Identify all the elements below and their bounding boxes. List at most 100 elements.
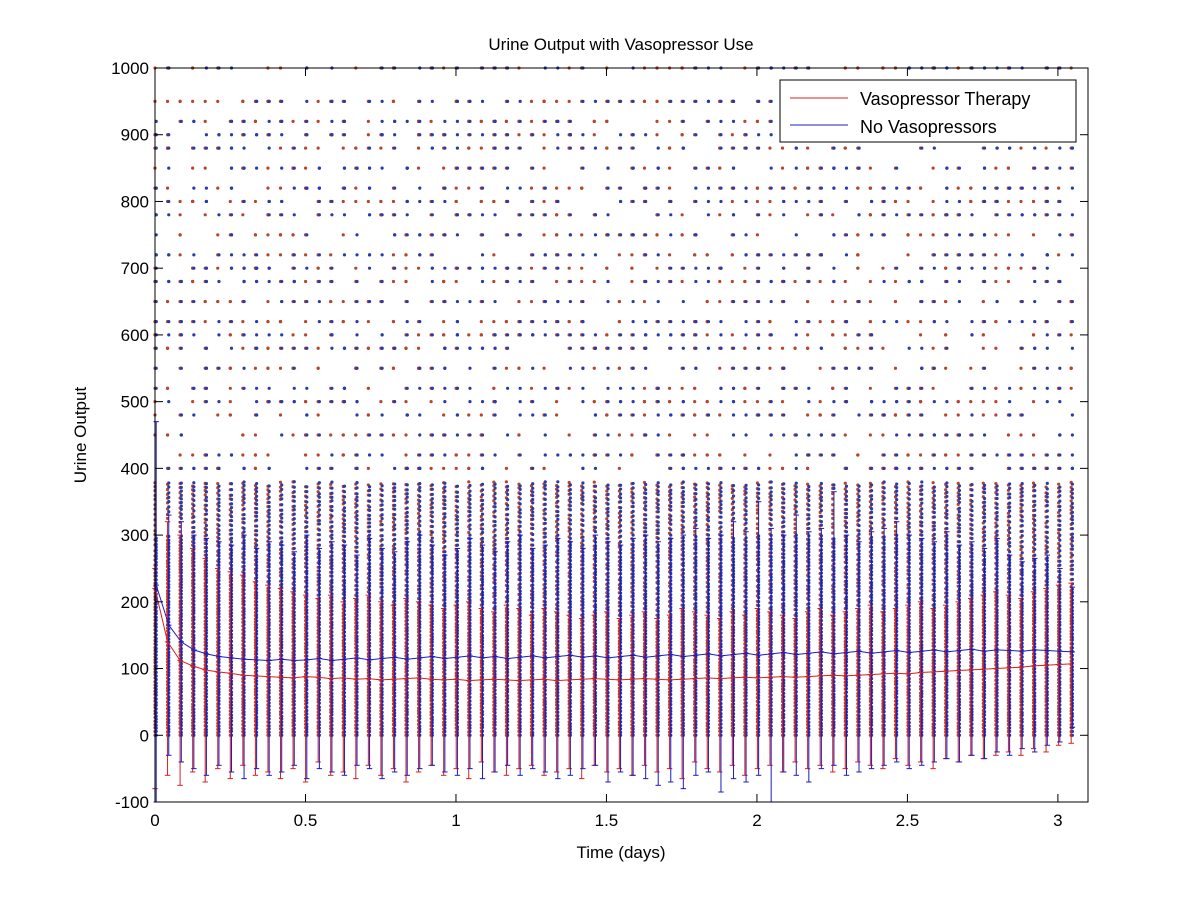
- outlier-point: [216, 99, 220, 103]
- outlier-point: [555, 99, 559, 103]
- outlier-point: [705, 453, 709, 457]
- outlier-point: [806, 466, 810, 470]
- outlier-point: [391, 433, 396, 437]
- outlier-point: [881, 266, 885, 270]
- outlier-point: [642, 400, 647, 404]
- outlier-point: [504, 319, 509, 324]
- outlier-point: [542, 233, 546, 237]
- outlier-point: [404, 453, 408, 457]
- outlier-point: [680, 133, 684, 137]
- outlier-point: [329, 299, 333, 304]
- outlier-point: [705, 433, 709, 437]
- outlier-point: [504, 466, 509, 470]
- outlier-point: [730, 133, 734, 137]
- outlier-point: [831, 333, 835, 337]
- outlier-point: [592, 480, 596, 484]
- outlier-point: [266, 453, 270, 457]
- outlier-point: [304, 166, 308, 170]
- outlier-point: [617, 433, 621, 437]
- outlier-point: [806, 333, 810, 337]
- outlier-point: [793, 346, 797, 350]
- outlier-point: [667, 433, 672, 437]
- outlier-point: [316, 413, 320, 417]
- outlier-point: [278, 146, 283, 150]
- outlier-point: [680, 386, 684, 390]
- outlier-point: [718, 166, 722, 170]
- outlier-point: [818, 319, 822, 324]
- outlier-point: [492, 386, 496, 390]
- outlier-point: [592, 366, 596, 370]
- outlier-point: [555, 413, 559, 417]
- outlier-point: [642, 413, 647, 417]
- outlier-point: [442, 537, 446, 541]
- outlier-point: [391, 366, 396, 370]
- outlier-point: [768, 213, 772, 217]
- outlier-point: [241, 346, 245, 350]
- outlier-point: [203, 319, 207, 324]
- outlier-point: [580, 279, 584, 284]
- outlier-point: [529, 386, 534, 390]
- outlier-point: [642, 299, 647, 304]
- outlier-point: [379, 519, 383, 523]
- outlier-point: [404, 400, 408, 404]
- outlier-point: [291, 119, 295, 123]
- outlier-point: [517, 299, 521, 304]
- outlier-point: [467, 453, 471, 457]
- outlier-point: [354, 433, 358, 437]
- outlier-point: [354, 266, 358, 270]
- outlier-point: [730, 333, 734, 337]
- outlier-point: [266, 233, 270, 237]
- outlier-point: [555, 213, 559, 217]
- outlier-point: [216, 266, 220, 270]
- outlier-point: [667, 166, 672, 170]
- outlier-point: [705, 299, 709, 304]
- outlier-point: [542, 199, 546, 204]
- outlier-point: [479, 199, 483, 204]
- outlier-point: [467, 480, 471, 484]
- outlier-point: [630, 253, 634, 257]
- outlier-point: [454, 466, 458, 470]
- outlier-point: [391, 253, 396, 257]
- outlier-point: [165, 487, 170, 492]
- outlier-point: [630, 266, 634, 270]
- outlier-point: [354, 186, 358, 190]
- outlier-point: [868, 166, 872, 170]
- outlier-point: [241, 99, 245, 103]
- outlier-point: [178, 253, 182, 257]
- outlier-point: [617, 319, 621, 324]
- outlier-point: [843, 346, 847, 350]
- outlier-point: [391, 279, 396, 284]
- outlier-point: [555, 279, 559, 284]
- outlier-point: [818, 366, 822, 370]
- outlier-point: [580, 266, 584, 270]
- outlier-point: [354, 146, 358, 150]
- outlier-point: [667, 400, 672, 404]
- outlier-point: [743, 119, 747, 123]
- outlier-point: [718, 213, 722, 217]
- outlier-point: [617, 253, 621, 257]
- outlier-point: [304, 319, 308, 324]
- outlier-point: [743, 453, 747, 457]
- outlier-point: [768, 366, 772, 370]
- outlier-point: [693, 253, 697, 257]
- outlier-point: [341, 319, 345, 324]
- outlier-point: [467, 186, 471, 190]
- outlier-point: [667, 119, 672, 123]
- outlier-point: [391, 99, 396, 103]
- outlier-point: [467, 530, 471, 535]
- outlier-point: [203, 119, 207, 123]
- outlier-point: [504, 119, 509, 123]
- outlier-point: [580, 233, 584, 237]
- outlier-point: [617, 366, 621, 370]
- outlier-point: [304, 333, 308, 337]
- outlier-point: [442, 466, 446, 470]
- outlier-point: [693, 453, 697, 457]
- outlier-point: [467, 413, 471, 417]
- outlier-point: [429, 400, 433, 404]
- outlier-point: [467, 146, 471, 150]
- outlier-point: [705, 400, 709, 404]
- outlier-point: [856, 453, 860, 457]
- outlier-point: [667, 253, 672, 257]
- outlier-point: [605, 517, 609, 521]
